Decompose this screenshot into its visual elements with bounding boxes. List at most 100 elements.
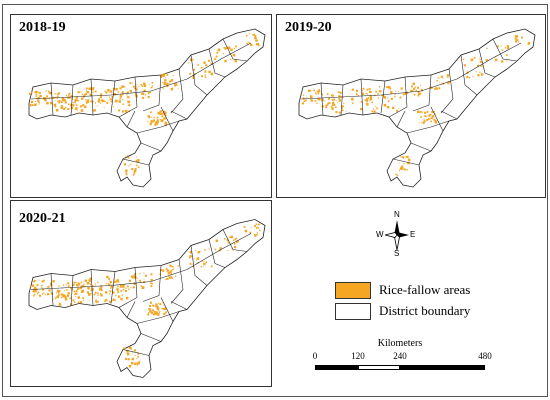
district-boundary [410, 142, 432, 152]
fallow-patch [101, 99, 105, 103]
fallow-patch [214, 248, 217, 251]
fallow-patch [392, 106, 395, 110]
fallow-patch [41, 293, 44, 295]
fallow-patch [85, 99, 87, 101]
fallow-patch [215, 239, 219, 242]
fallow-patch [396, 174, 399, 177]
fallow-patch [136, 364, 138, 366]
fallow-patch [204, 249, 206, 251]
fallow-patch [80, 281, 82, 283]
fallow-patch [254, 234, 257, 237]
fallow-patch [112, 96, 113, 98]
fallow-patch [166, 74, 169, 76]
fallow-patch [210, 265, 213, 268]
district-boundary [142, 265, 162, 302]
fallow-patch [38, 294, 41, 297]
fallow-patch [321, 93, 324, 96]
fallow-patch [422, 121, 425, 124]
fallow-patch [256, 232, 258, 234]
scale-title: Kilometers [377, 338, 423, 349]
fallow-patch [129, 279, 132, 282]
fallow-patch [376, 107, 378, 110]
rice-fallow-areas [30, 223, 261, 368]
fallow-patch [434, 88, 436, 90]
fallow-patch [80, 301, 83, 304]
fallow-patch [446, 76, 448, 78]
fallow-patch [470, 61, 472, 63]
fallow-patch [425, 116, 427, 118]
fallow-patch [133, 349, 137, 352]
fallow-patch [115, 99, 118, 103]
fallow-patch [98, 99, 101, 102]
fallow-patch [77, 282, 79, 284]
fallow-patch [125, 169, 128, 173]
fallow-patch [112, 291, 115, 294]
fallow-patch [110, 100, 113, 103]
fallow-patch [162, 87, 164, 89]
fallow-patch [140, 84, 143, 86]
fallow-patch [306, 96, 308, 98]
fallow-patch [104, 90, 106, 92]
fallow-patch [158, 312, 160, 314]
fallow-patch [101, 289, 103, 292]
fallow-patch [232, 239, 235, 241]
fallow-patch [205, 64, 208, 67]
fallow-patch [463, 64, 466, 67]
fallow-patch [337, 91, 340, 93]
fallow-patch [192, 266, 195, 268]
fallow-patch [151, 283, 153, 285]
district-boundary [160, 297, 174, 322]
fallow-patch [109, 280, 112, 284]
fallow-patch [134, 276, 137, 279]
fallow-patch [125, 287, 127, 289]
fallow-patch [448, 77, 449, 79]
fallow-patch [413, 87, 416, 90]
fallow-patch [38, 92, 40, 94]
map-panel-2018-19: 2018-19 [10, 14, 272, 198]
fallow-patch [128, 288, 130, 290]
fallow-patch [255, 43, 258, 46]
fallow-patch [81, 289, 85, 293]
fallow-patch [227, 242, 230, 244]
fallow-patch [373, 110, 376, 113]
fallow-patch [46, 101, 49, 105]
fallow-patch [100, 286, 103, 289]
fallow-patch [412, 90, 414, 92]
fallow-patch [302, 97, 305, 99]
fallow-patch [440, 75, 443, 78]
fallow-patch [87, 287, 90, 290]
fallow-patch [222, 52, 224, 55]
fallow-patch [85, 93, 87, 95]
fallow-patch [472, 76, 474, 78]
district-boundary [70, 275, 74, 306]
fallow-patch [110, 287, 112, 289]
fallow-patch [108, 91, 110, 93]
fallow-patch [170, 276, 173, 278]
fallow-patch [226, 239, 229, 242]
fallow-patch [232, 250, 234, 251]
fallow-patch [60, 296, 62, 299]
fallow-patch [108, 283, 110, 285]
fallow-patch [90, 100, 93, 103]
fallow-patch [157, 302, 159, 304]
fallow-patch [54, 105, 57, 108]
fallow-patch [93, 110, 95, 112]
fallow-patch [371, 101, 373, 104]
fallow-patch [35, 95, 38, 97]
fallow-patch [73, 290, 76, 293]
fallow-patch [163, 110, 166, 113]
fallow-patch [122, 103, 124, 105]
fallow-patch [331, 94, 334, 97]
fallow-patch [63, 99, 66, 102]
fallow-patch [366, 88, 369, 91]
fallow-patch [326, 104, 328, 107]
fallow-patch [149, 310, 152, 313]
fallow-patch [203, 266, 205, 267]
fallow-patch [149, 91, 151, 94]
fallow-patch [93, 293, 96, 296]
fallow-patch [327, 102, 330, 105]
fallow-patch [165, 278, 167, 280]
fallow-patch [395, 173, 397, 175]
fallow-patch [369, 96, 373, 100]
fallow-patch [112, 298, 115, 301]
